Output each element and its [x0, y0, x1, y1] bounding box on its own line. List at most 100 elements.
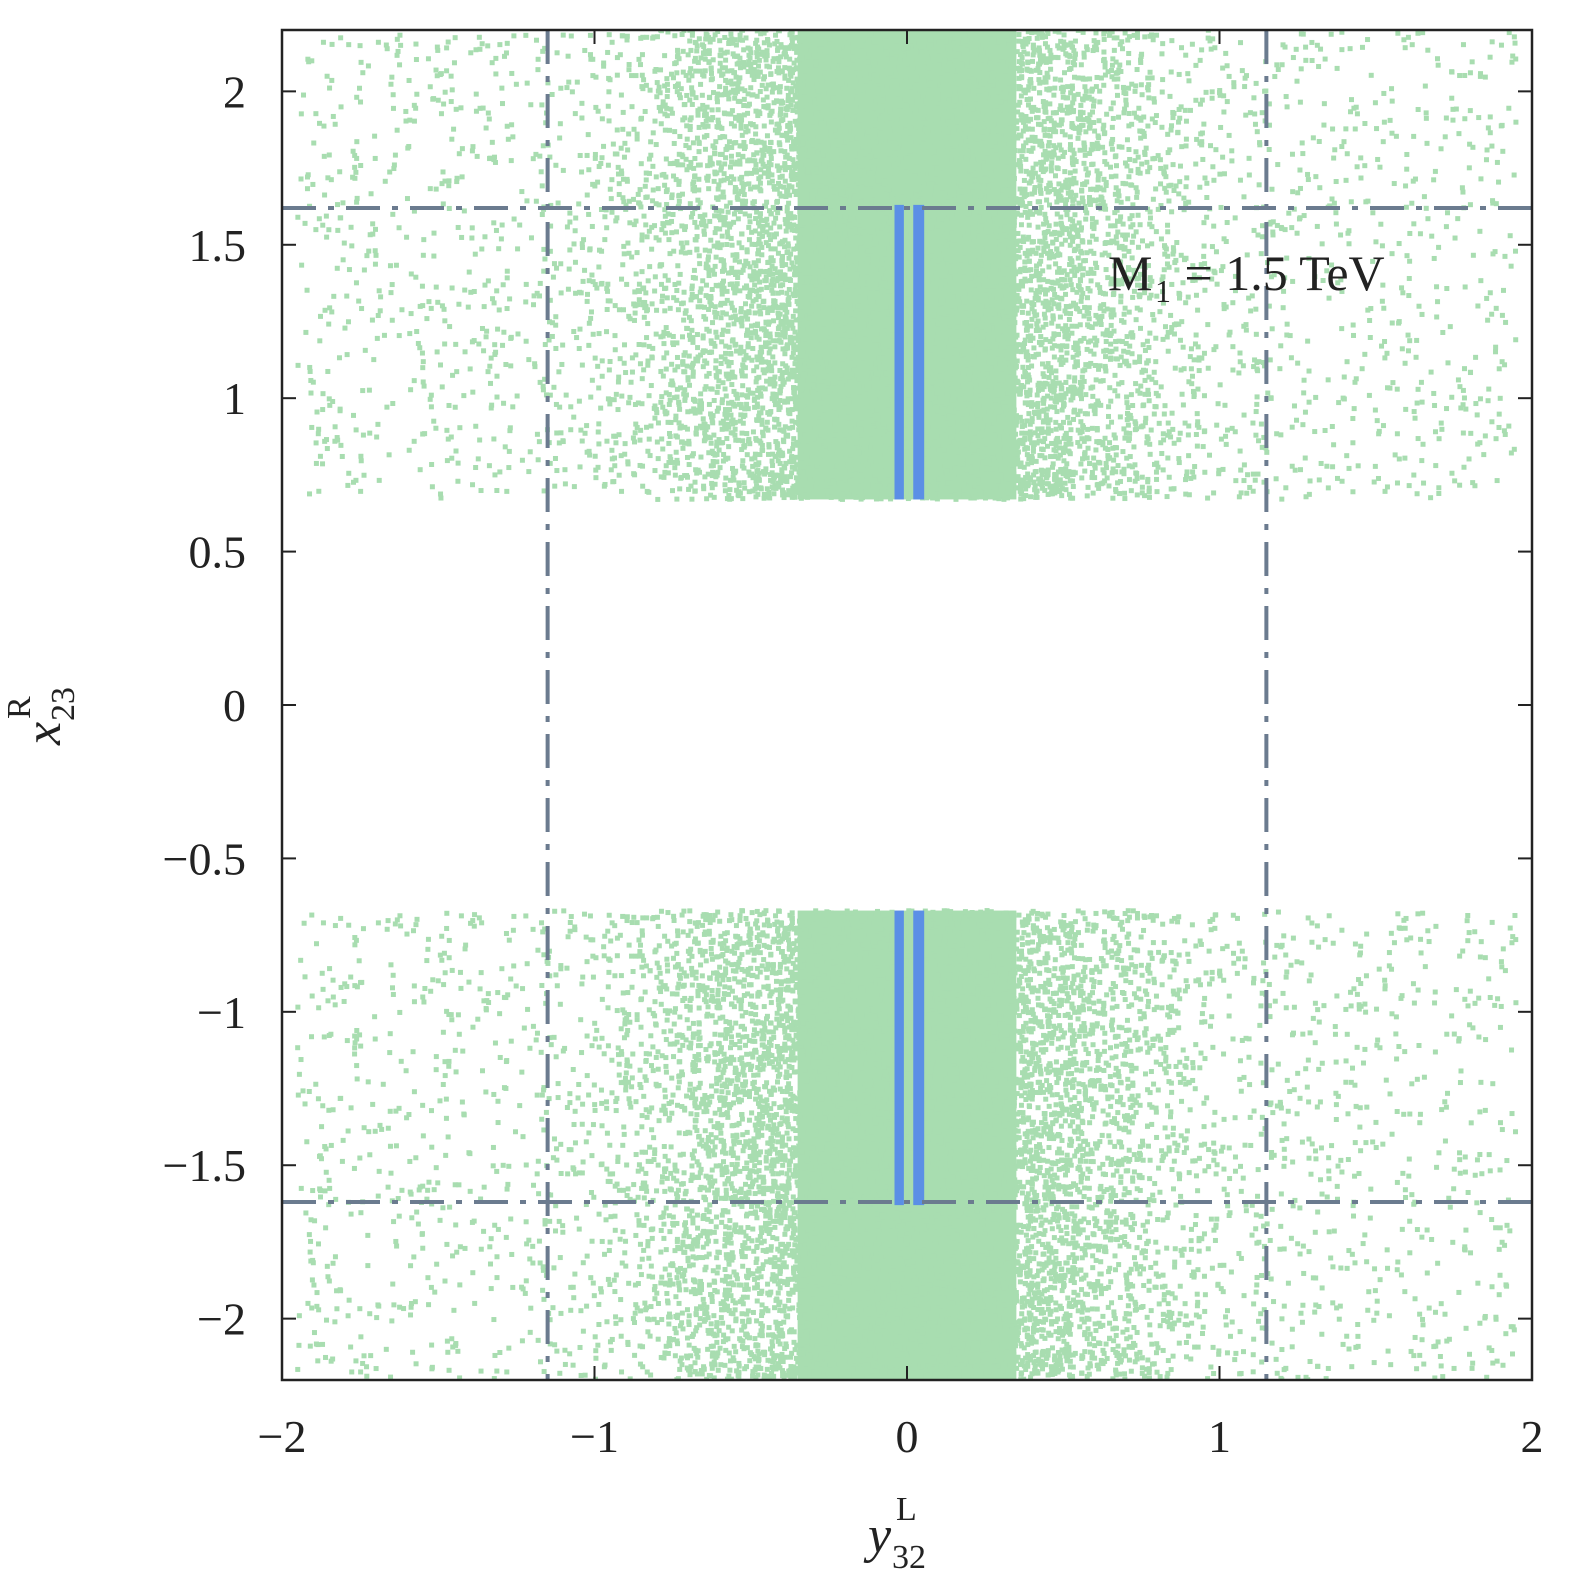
scatter-point: [608, 467, 614, 473]
scatter-point: [975, 77, 981, 83]
scatter-point: [681, 352, 687, 358]
scatter-point: [1059, 486, 1065, 492]
scatter-point: [990, 432, 996, 438]
scatter-point: [776, 59, 782, 65]
scatter-point: [1158, 181, 1164, 187]
scatter-point: [769, 89, 775, 95]
scatter-point: [879, 221, 885, 227]
scatter-point: [775, 65, 781, 71]
scatter-point: [1058, 147, 1064, 153]
scatter-point: [867, 140, 873, 146]
scatter-point: [1063, 391, 1069, 397]
scatter-point: [1146, 398, 1152, 404]
scatter-point: [948, 381, 954, 387]
scatter-point: [1142, 391, 1148, 397]
scatter-point: [1033, 294, 1039, 300]
scatter-point: [672, 465, 678, 471]
scatter-point: [587, 32, 593, 38]
scatter-point: [953, 148, 959, 154]
scatter-point: [980, 121, 986, 127]
scatter-point: [963, 219, 969, 225]
scatter-point: [1078, 461, 1084, 467]
scatter-point: [1169, 410, 1175, 416]
scatter-point: [783, 262, 789, 268]
scatter-point: [1125, 349, 1131, 355]
scatter-point: [848, 467, 854, 473]
scatter-point: [1035, 245, 1041, 251]
scatter-point: [1022, 124, 1028, 130]
scatter-point: [1118, 199, 1124, 205]
scatter-point: [1064, 350, 1070, 356]
scatter-point: [1091, 351, 1097, 357]
scatter-point: [842, 82, 848, 88]
scatter-point: [1042, 148, 1048, 154]
scatter-point: [841, 158, 847, 164]
scatter-point: [997, 208, 1003, 214]
scatter-point: [1045, 420, 1051, 426]
scatter-point: [811, 299, 817, 305]
scatter-point: [953, 490, 959, 496]
scatter-point: [991, 439, 997, 445]
scatter-point: [1039, 163, 1045, 169]
scatter-point: [752, 404, 758, 410]
scatter-point: [921, 433, 927, 439]
scatter-point: [961, 295, 967, 301]
scatter-point: [794, 246, 800, 252]
scatter-point: [1040, 268, 1046, 274]
scatter-point: [1106, 32, 1112, 38]
scatter-point: [874, 376, 880, 382]
scatter-point: [686, 77, 692, 83]
scatter-point: [1071, 175, 1077, 181]
scatter-point: [844, 64, 850, 70]
scatter-point: [974, 132, 980, 138]
scatter-point: [782, 351, 788, 357]
scatter-point: [701, 421, 707, 427]
scatter-point: [1081, 147, 1087, 153]
scatter-point: [1015, 248, 1021, 254]
scatter-point: [868, 461, 874, 467]
scatter-point: [1097, 88, 1103, 94]
scatter-point: [1069, 330, 1075, 336]
scatter-point: [957, 420, 963, 426]
scatter-point: [945, 198, 951, 204]
scatter-point: [754, 30, 760, 34]
scatter-point: [713, 474, 719, 480]
scatter-point: [981, 339, 987, 345]
scatter-point: [715, 186, 721, 192]
scatter-point: [1004, 413, 1010, 419]
scatter-point: [996, 496, 1002, 502]
scatter-point: [866, 55, 872, 61]
scatter-point: [1103, 339, 1109, 345]
scatter-point: [787, 56, 793, 62]
scatter-point: [935, 105, 941, 111]
scatter-point: [1040, 397, 1046, 403]
scatter-point: [670, 212, 676, 218]
scatter-point: [984, 147, 990, 153]
scatter-point: [804, 230, 810, 236]
scatter-point: [910, 448, 916, 454]
scatter-point: [828, 208, 834, 214]
scatter-point: [728, 153, 734, 159]
scatter-point: [677, 271, 683, 277]
scatter-point: [1099, 313, 1105, 319]
scatter-point: [1131, 271, 1137, 277]
scatter-point: [743, 310, 749, 316]
scatter-point: [772, 381, 778, 387]
scatter-point: [694, 234, 700, 240]
scatter-point: [823, 117, 829, 123]
scatter-point: [817, 211, 823, 217]
scatter-point: [934, 270, 940, 276]
scatter-point: [706, 306, 712, 312]
scatter-point: [1195, 386, 1201, 392]
scatter-point: [1040, 53, 1046, 59]
scatter-point: [605, 288, 611, 294]
scatter-point: [944, 382, 950, 388]
scatter-point: [1092, 198, 1098, 204]
scatter-point: [1070, 287, 1076, 293]
scatter-point: [715, 91, 721, 97]
scatter-point: [595, 363, 601, 369]
scatter-point: [1072, 55, 1078, 61]
scatter-point: [685, 454, 691, 460]
scatter-point: [1035, 121, 1041, 127]
scatter-point: [904, 278, 910, 284]
